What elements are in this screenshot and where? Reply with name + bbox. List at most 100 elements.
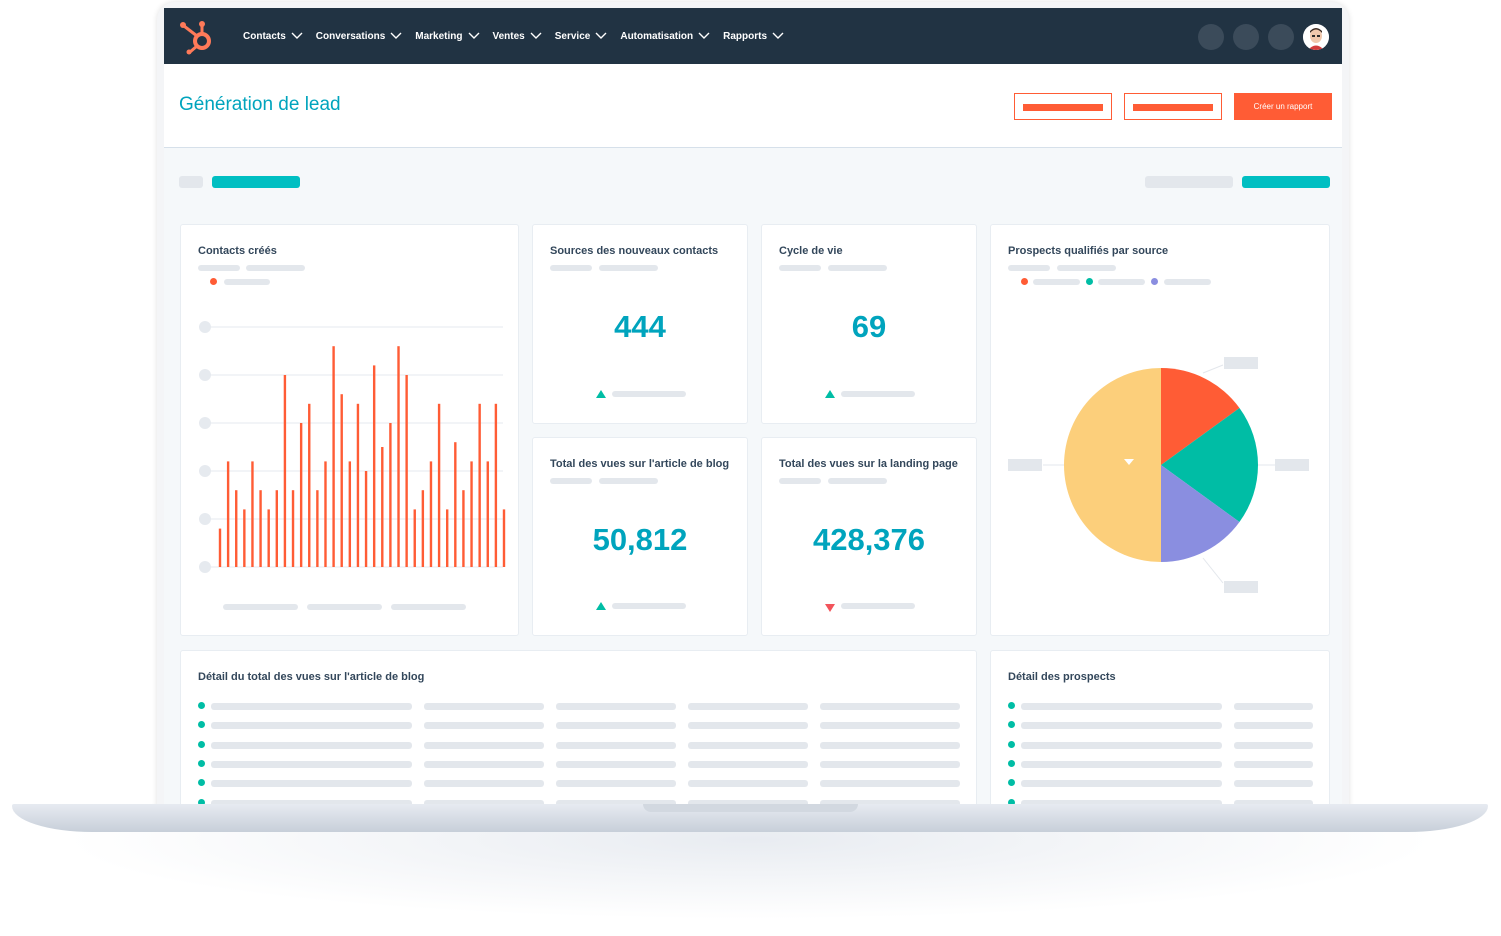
- table-cell: [1021, 799, 1222, 804]
- table-cell: [1234, 741, 1313, 749]
- date-filter-dropdown[interactable]: [212, 176, 300, 188]
- table-row[interactable]: [991, 651, 1329, 804]
- blog-views-card[interactable]: Total des vues sur l'article de blog 50,…: [532, 437, 748, 636]
- trend-down-icon: [825, 604, 835, 612]
- nav-item-conversations[interactable]: Conversations: [316, 31, 402, 42]
- pie-label-placeholder: [1224, 357, 1258, 369]
- contacts-created-card[interactable]: Contacts créés: [180, 224, 519, 636]
- table-row[interactable]: [181, 651, 976, 804]
- bar: [486, 461, 489, 567]
- nav-icon-placeholder[interactable]: [1198, 24, 1224, 50]
- y-tick-dot: [199, 561, 211, 573]
- blog-detail-table-card[interactable]: Détail du total des vues sur l'article d…: [180, 650, 977, 804]
- bar: [243, 509, 246, 567]
- chevron-down-icon: [595, 32, 607, 39]
- nav-item-label: Rapports: [723, 30, 768, 42]
- table-cell: [1021, 760, 1222, 768]
- nav-item-automatisation[interactable]: Automatisation: [620, 31, 710, 42]
- table-cell: [1234, 760, 1313, 768]
- bar: [267, 509, 270, 567]
- skeleton-line: [599, 478, 658, 484]
- new-contact-sources-card[interactable]: Sources des nouveaux contacts 444: [532, 224, 748, 424]
- table-cell: [424, 722, 544, 730]
- table-row[interactable]: [181, 651, 976, 804]
- frequency-filter-dropdown[interactable]: [1242, 176, 1330, 188]
- nav-item-marketing[interactable]: Marketing: [415, 31, 479, 42]
- header-action-button[interactable]: [1124, 93, 1222, 120]
- table-cell: [1234, 799, 1313, 804]
- table-cell: [1021, 780, 1222, 788]
- header-action-button[interactable]: [1014, 93, 1112, 120]
- top-navbar: Contacts Conversations Marketing Ventes …: [164, 8, 1342, 64]
- main-menu: Contacts Conversations Marketing Ventes …: [243, 8, 797, 64]
- qualified-prospects-card[interactable]: Prospects qualifiés par source: [990, 224, 1330, 636]
- table-row[interactable]: [991, 651, 1329, 804]
- row-status-dot: [1008, 798, 1015, 804]
- nav-item-rapports[interactable]: Rapports: [723, 31, 784, 42]
- row-status-dot: [198, 798, 205, 804]
- skeleton-line: [550, 478, 592, 484]
- table-cell: [556, 703, 676, 710]
- table-cell: [1021, 741, 1222, 749]
- row-status-dot: [198, 702, 205, 709]
- bar: [275, 490, 278, 567]
- nav-item-service[interactable]: Service: [555, 31, 608, 42]
- table-cell: [1234, 703, 1313, 710]
- row-status-dot: [1008, 702, 1015, 709]
- legend-dot: [1021, 278, 1028, 285]
- table-row[interactable]: [181, 651, 976, 804]
- table-cell: [688, 799, 808, 804]
- hubspot-logo-icon[interactable]: [178, 17, 216, 55]
- avatar-icon[interactable]: [1303, 24, 1329, 50]
- card-title: Total des vues sur l'article de blog: [550, 458, 730, 470]
- card-title: Détail du total des vues sur l'article d…: [198, 671, 425, 683]
- table-row[interactable]: [991, 651, 1329, 804]
- skeleton-line: [224, 279, 270, 285]
- table-cell: [688, 722, 808, 730]
- table-cell: [688, 780, 808, 788]
- table-row[interactable]: [991, 651, 1329, 804]
- table-row[interactable]: [991, 651, 1329, 804]
- skeleton-line: [841, 603, 915, 609]
- chevron-down-icon: [698, 32, 710, 39]
- table-cell: [688, 741, 808, 749]
- pie-leader-line: [1202, 364, 1224, 374]
- table-cell: [556, 780, 676, 788]
- nav-item-contacts[interactable]: Contacts: [243, 31, 303, 42]
- nav-icon-placeholder[interactable]: [1268, 24, 1294, 50]
- table-cell: [820, 780, 960, 788]
- lifecycle-card[interactable]: Cycle de vie 69: [761, 224, 977, 424]
- nav-icon-placeholder[interactable]: [1233, 24, 1259, 50]
- skeleton-line: [599, 265, 658, 271]
- y-tick-dot: [199, 513, 211, 525]
- filter-label-placeholder: [179, 176, 203, 188]
- table-cell: [1021, 722, 1222, 730]
- landing-views-card[interactable]: Total des vues sur la landing page 428,3…: [761, 437, 977, 636]
- skeleton-line: [550, 265, 592, 271]
- nav-item-label: Marketing: [415, 30, 463, 42]
- prospects-pie-chart: [1008, 357, 1309, 593]
- nav-item-ventes[interactable]: Ventes: [493, 31, 542, 42]
- card-title: Contacts créés: [198, 245, 277, 257]
- prospect-detail-table-card[interactable]: Détail des prospects: [990, 650, 1330, 804]
- table-cell: [424, 760, 544, 768]
- bar: [446, 509, 449, 567]
- row-status-dot: [198, 721, 205, 729]
- table-cell: [556, 722, 676, 730]
- table-row[interactable]: [181, 651, 976, 804]
- table-cell: [820, 760, 960, 768]
- table-cell: [424, 741, 544, 749]
- chevron-down-icon: [530, 32, 542, 39]
- bar: [470, 461, 473, 567]
- skeleton-line: [841, 391, 915, 397]
- nav-item-label: Contacts: [243, 30, 286, 42]
- bar: [299, 423, 303, 567]
- page-header: Génération de lead Créer un rapport: [164, 64, 1342, 148]
- bar: [348, 461, 352, 567]
- laptop-notch: [643, 804, 858, 812]
- table-row[interactable]: [991, 651, 1329, 804]
- table-row[interactable]: [181, 651, 976, 804]
- row-status-dot: [1008, 759, 1015, 767]
- create-report-button[interactable]: Créer un rapport: [1234, 93, 1332, 120]
- table-row[interactable]: [181, 651, 976, 804]
